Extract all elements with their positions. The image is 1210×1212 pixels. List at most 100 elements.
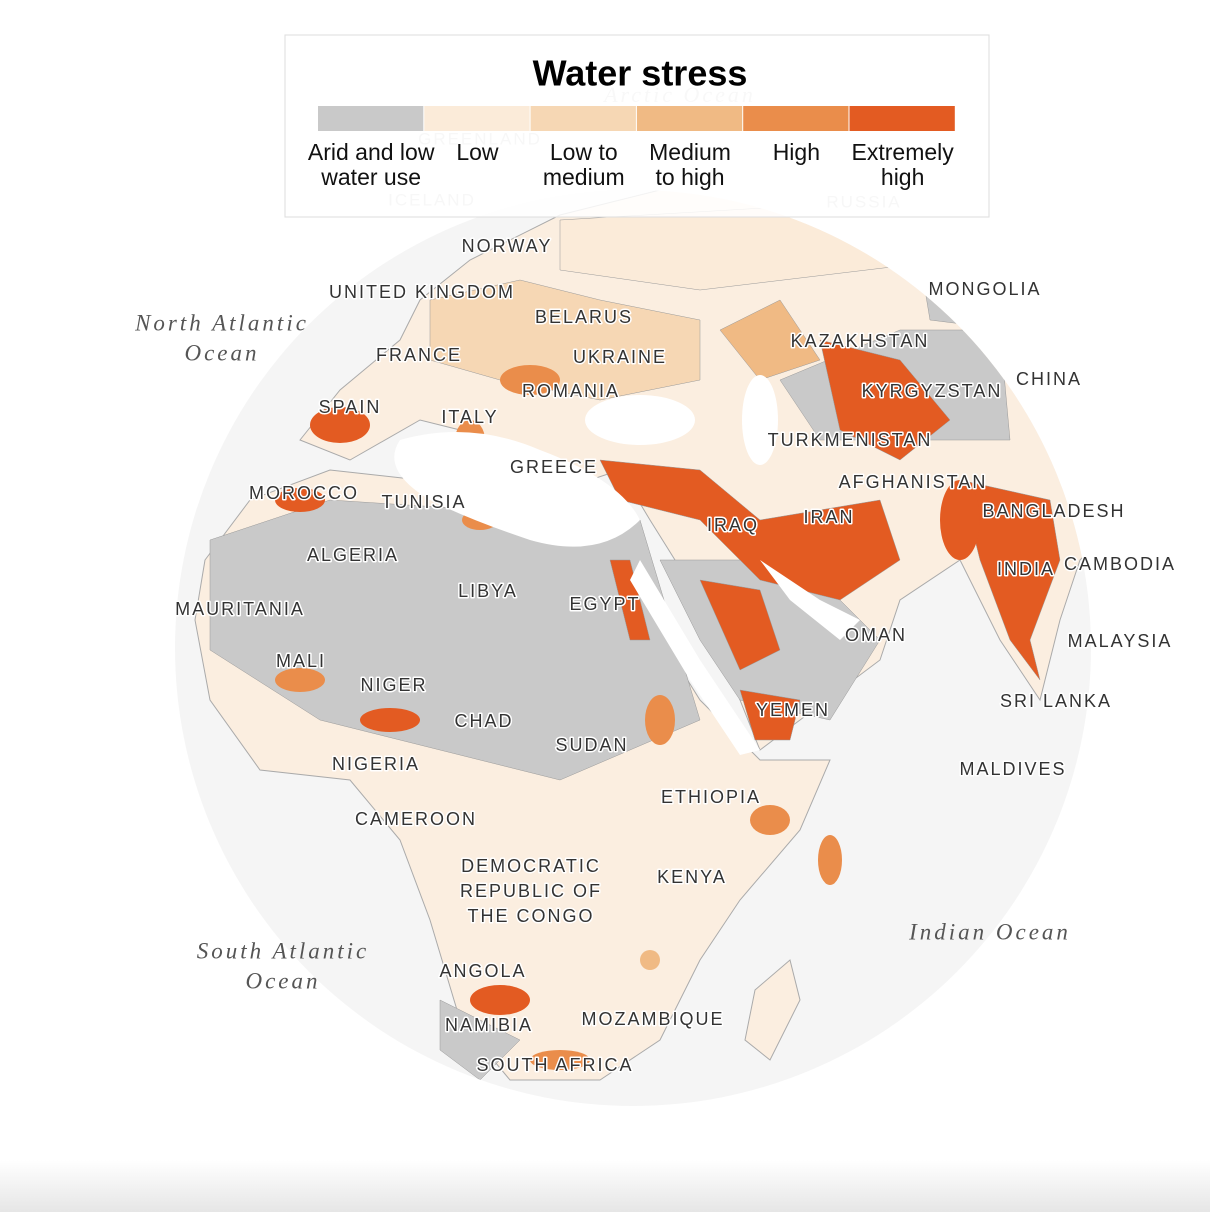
stress-region bbox=[959, 479, 1061, 681]
ocean-label: Indian Ocean bbox=[908, 919, 1071, 944]
country-label: MALDIVES bbox=[959, 759, 1066, 779]
stress-region bbox=[609, 559, 651, 641]
legend-label: high bbox=[881, 164, 924, 190]
footer-shade bbox=[0, 1160, 1210, 1212]
ocean-label: South Atlantic bbox=[197, 938, 370, 963]
stress-region bbox=[739, 689, 801, 741]
stress-region bbox=[599, 459, 901, 601]
labels: NORWAY UNITED KINGDOM BELARUS FRANCE UKRAINE… bbox=[134, 82, 1176, 1076]
stress-region bbox=[530, 1050, 590, 1070]
legend-swatch bbox=[743, 106, 849, 131]
stress-region bbox=[500, 365, 560, 395]
country-label: IRAQ bbox=[707, 515, 759, 535]
stress-region bbox=[818, 835, 842, 885]
country-label: GREECE bbox=[510, 457, 598, 477]
water-bodies bbox=[394, 375, 860, 755]
stress-region bbox=[275, 668, 325, 692]
black-sea bbox=[585, 395, 695, 445]
legend-label: to high bbox=[656, 164, 725, 190]
country-label: YEMEN bbox=[756, 700, 830, 720]
country-label: TUNISIA bbox=[381, 492, 466, 512]
legend-label: Arid and low bbox=[308, 139, 435, 165]
country-label: FRANCE bbox=[376, 345, 462, 365]
country-label: MALI bbox=[276, 651, 326, 671]
legend-label: water use bbox=[320, 164, 421, 190]
stress-region bbox=[719, 299, 821, 381]
legend-swatch bbox=[424, 106, 530, 131]
country-label: NIGER bbox=[360, 675, 427, 695]
legend-title: Water stress bbox=[533, 53, 748, 94]
stress-region bbox=[940, 480, 980, 560]
red-sea bbox=[630, 560, 760, 755]
country-label: NIGERIA bbox=[332, 754, 420, 774]
stress-region bbox=[640, 950, 660, 970]
country-label: SUDAN bbox=[555, 735, 628, 755]
country-label: LIBYA bbox=[458, 581, 518, 601]
country-label: KENYA bbox=[657, 867, 727, 887]
stress-region bbox=[645, 695, 675, 745]
country-label: SRI LANKA bbox=[1000, 691, 1112, 711]
stress-region bbox=[470, 985, 530, 1015]
country-label: REPUBLIC OF bbox=[460, 881, 602, 901]
country-label: MONGOLIA bbox=[928, 279, 1041, 299]
country-label: AFGHANISTAN bbox=[839, 472, 988, 492]
stress-regions bbox=[209, 199, 1091, 1081]
country-label: ROMANIA bbox=[522, 381, 620, 401]
country-label: BELARUS bbox=[535, 307, 633, 327]
mediterranean bbox=[394, 432, 640, 547]
country-label: KAZAKHSTAN bbox=[791, 331, 930, 351]
country-label: ETHIOPIA bbox=[661, 787, 761, 807]
country-label: ITALY bbox=[441, 407, 498, 427]
legend-swatch bbox=[636, 106, 743, 131]
legend-label: High bbox=[773, 139, 820, 165]
madagascar bbox=[744, 959, 801, 1061]
country-label: UNITED KINGDOM bbox=[329, 282, 515, 302]
country-label: EGYPT bbox=[569, 594, 640, 614]
ocean-label: Ocean bbox=[184, 340, 259, 365]
country-label: SOUTH AFRICA bbox=[476, 1055, 633, 1075]
country-label: NORWAY bbox=[462, 236, 553, 256]
persian-gulf bbox=[760, 560, 860, 640]
country-label: TURKMENISTAN bbox=[768, 430, 933, 450]
legend-swatch bbox=[530, 106, 636, 131]
country-label: CAMEROON bbox=[355, 809, 477, 829]
country-label: MAURITANIA bbox=[175, 599, 305, 619]
country-label: BANGLADESH bbox=[982, 501, 1125, 521]
country-label: ALGERIA bbox=[307, 545, 399, 565]
country-label: ANGOLA bbox=[439, 961, 526, 981]
legend-label: Medium bbox=[649, 139, 731, 165]
country-label: SPAIN bbox=[319, 397, 382, 417]
country-label: CHAD bbox=[454, 711, 513, 731]
country-label: CHINA bbox=[1016, 369, 1082, 389]
ocean-label: Ocean bbox=[245, 968, 320, 993]
legend-label: Extremely bbox=[852, 139, 955, 165]
stress-region bbox=[209, 499, 701, 781]
country-label: KYRGYZSTAN bbox=[862, 381, 1003, 401]
stress-region bbox=[310, 407, 370, 443]
legend-label: Low bbox=[456, 139, 499, 165]
country-label: MOZAMBIQUE bbox=[581, 1009, 724, 1029]
ocean-label: North Atlantic bbox=[134, 310, 309, 335]
country-label: IRAN bbox=[803, 507, 854, 527]
country-label: INDIA bbox=[997, 559, 1055, 579]
stress-region bbox=[699, 579, 781, 671]
legend-label: Low to bbox=[550, 139, 618, 165]
legend-label: medium bbox=[543, 164, 625, 190]
legend-swatch bbox=[849, 106, 955, 131]
country-label: MALAYSIA bbox=[1068, 631, 1173, 651]
stress-region bbox=[429, 279, 701, 401]
country-label: MOROCCO bbox=[249, 483, 359, 503]
country-label: NAMIBIA bbox=[445, 1015, 533, 1035]
stress-region bbox=[819, 339, 951, 461]
country-label: DEMOCRATIC bbox=[461, 856, 601, 876]
caspian-sea bbox=[742, 375, 778, 465]
stress-region bbox=[275, 488, 325, 512]
legend-swatch bbox=[318, 106, 424, 131]
country-label: CAMBODIA bbox=[1064, 554, 1176, 574]
stress-region bbox=[750, 805, 790, 835]
stress-region bbox=[360, 708, 420, 732]
